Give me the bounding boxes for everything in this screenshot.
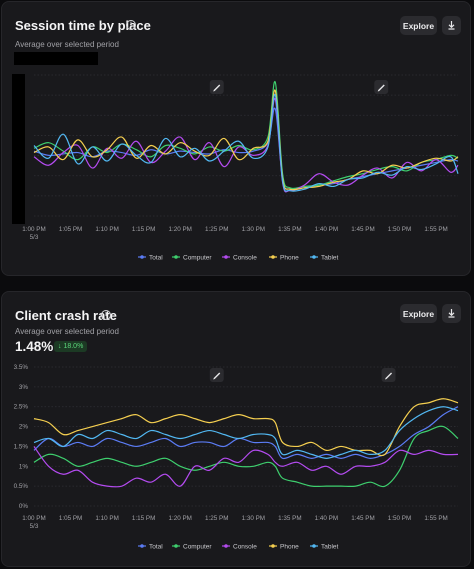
legend-dot (224, 544, 228, 548)
x-tick-label: 1:55 PM (424, 226, 447, 233)
legend-dot (224, 255, 228, 259)
series-line-console (33, 446, 459, 488)
x-tick-label: 1:35 PM (278, 515, 301, 522)
session-subtitle: Average over selected period (15, 40, 119, 49)
legend-dot (271, 255, 275, 259)
download-button[interactable] (442, 304, 461, 323)
y-tick-label: 1% (19, 463, 29, 470)
legend-label-phone: Phone (280, 254, 299, 261)
series-line-tablet (33, 94, 459, 192)
series-line-phone (33, 398, 459, 457)
x-tick-sublabel: 5/3 (30, 523, 39, 530)
legend-label-total: Total (149, 543, 163, 550)
x-tick-label: 1:50 PM (388, 226, 411, 233)
x-tick-label: 1:35 PM (278, 226, 301, 233)
y-tick-label: 3.5% (14, 364, 29, 371)
x-tick-label: 1:05 PM (59, 226, 82, 233)
x-tick-label: 1:20 PM (168, 515, 191, 522)
crash-subtitle: Average over selected period (15, 327, 119, 336)
explore-button[interactable]: Explore (400, 304, 437, 323)
x-tick-label: 1:40 PM (315, 515, 338, 522)
change-value: 18.0% (63, 343, 84, 350)
y-tick-label: 2.5% (14, 404, 29, 411)
x-tick-label: 1:10 PM (95, 515, 118, 522)
legend-label-tablet: Tablet (321, 543, 339, 550)
session-time-card: Session time by place i Average over sel… (1, 1, 471, 276)
pencil-icon (377, 84, 385, 92)
x-tick-label: 1:05 PM (59, 515, 82, 522)
legend-label-phone: Phone (280, 543, 299, 550)
x-tick-label: 1:45 PM (351, 226, 374, 233)
download-icon (448, 309, 455, 318)
x-tick-label: 1:00 PM (22, 226, 45, 233)
download-button[interactable] (442, 16, 461, 35)
legend-dot (140, 544, 144, 548)
x-tick-label: 1:30 PM (242, 226, 265, 233)
x-tick-label: 1:00 PM (22, 515, 45, 522)
y-tick-label: 1.5% (14, 443, 29, 450)
pencil-icon (213, 372, 221, 380)
legend-label-total: Total (149, 254, 163, 261)
legend-label-console: Console (233, 254, 257, 261)
legend-label-console: Console (233, 543, 257, 550)
legend-dot (140, 255, 144, 259)
x-tick-label: 1:50 PM (388, 515, 411, 522)
x-tick-label: 1:15 PM (132, 226, 155, 233)
x-tick-label: 1:40 PM (315, 226, 338, 233)
download-icon (448, 21, 455, 30)
change-badge: ↓ 18.0% (54, 341, 88, 352)
legend-dot (174, 544, 178, 548)
crash-title: Client crash rate (15, 308, 117, 323)
series-line-phone (33, 89, 459, 191)
x-tick-label: 1:15 PM (132, 515, 155, 522)
x-tick-label: 1:25 PM (205, 515, 228, 522)
legend-dot (312, 255, 316, 259)
x-tick-label: 1:30 PM (242, 515, 265, 522)
y-tick-label: 0.5% (14, 483, 29, 490)
redacted-axis (12, 74, 25, 224)
pencil-icon (213, 84, 221, 92)
legend-label-computer: Computer (183, 543, 212, 550)
arrow-down-icon: ↓ (58, 343, 64, 350)
y-tick-label: 2% (19, 424, 29, 431)
y-tick-label: 0% (19, 503, 29, 510)
info-icon[interactable]: i (101, 310, 111, 320)
y-tick-label: 3% (19, 384, 29, 391)
session-title: Session time by place (15, 18, 151, 33)
x-tick-label: 1:55 PM (424, 515, 447, 522)
x-tick-label: 1:45 PM (351, 515, 374, 522)
series-line-total (33, 406, 459, 460)
series-line-computer (33, 425, 459, 488)
explore-button[interactable]: Explore (400, 16, 437, 35)
x-tick-sublabel: 5/3 (30, 234, 39, 241)
x-tick-label: 1:10 PM (95, 226, 118, 233)
crash-rate-card: Client crash rate i Average over selecte… (1, 291, 471, 567)
x-tick-label: 1:25 PM (205, 226, 228, 233)
legend-label-tablet: Tablet (321, 254, 339, 261)
pencil-icon (385, 372, 393, 380)
redacted-value (14, 52, 98, 65)
series-line-total (33, 107, 459, 191)
x-tick-label: 1:20 PM (168, 226, 191, 233)
series-line-tablet (33, 406, 459, 459)
legend-dot (312, 544, 316, 548)
legend-label-computer: Computer (183, 254, 212, 261)
crash-value: 1.48% (15, 339, 54, 354)
legend-dot (174, 255, 178, 259)
legend-dot (271, 544, 275, 548)
info-icon[interactable]: i (126, 20, 136, 30)
